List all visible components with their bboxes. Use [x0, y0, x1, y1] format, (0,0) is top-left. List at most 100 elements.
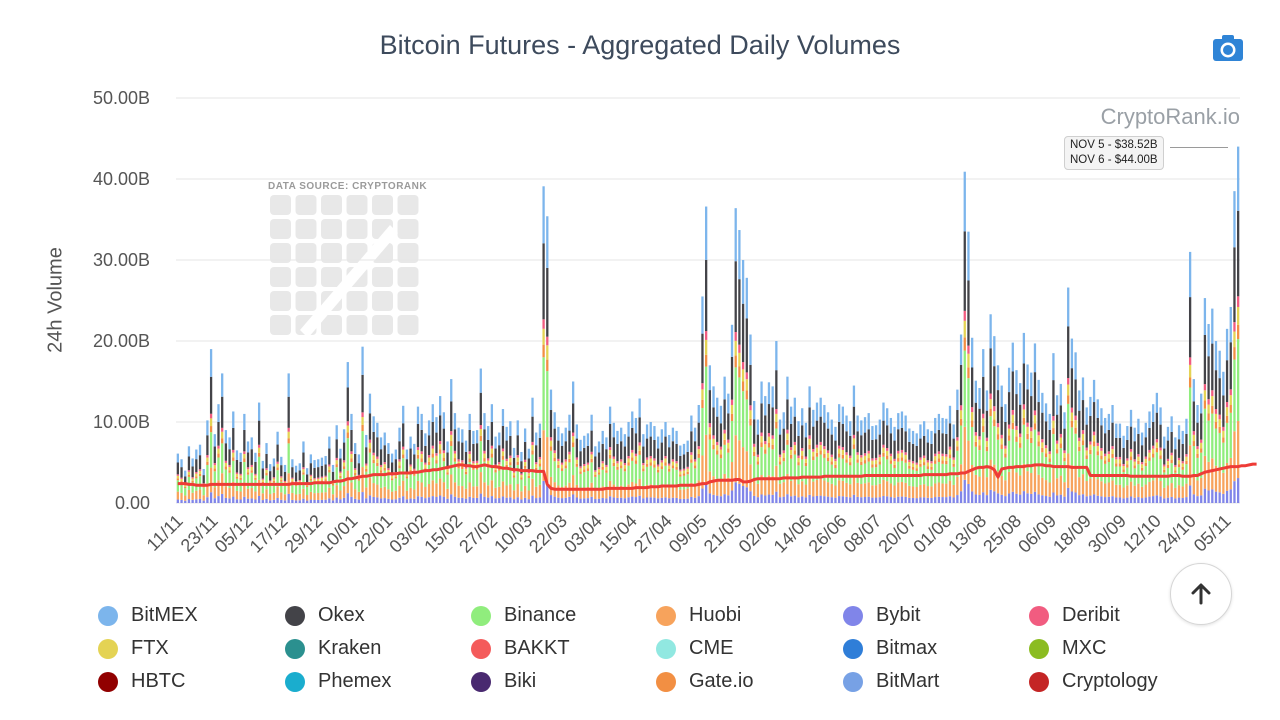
bar-segment-bitmex — [874, 425, 878, 440]
bar-segment-okex — [734, 261, 737, 332]
x-tick-label: 03/02 — [385, 511, 431, 557]
bar-segment-deribit — [313, 478, 316, 480]
bar-segment-huobi — [664, 484, 667, 498]
bar-segment-ftx — [198, 470, 202, 474]
bar-segment-huobi — [265, 489, 268, 499]
x-tick-label: 17/12 — [246, 511, 292, 557]
legend-item-cryptology[interactable]: Cryptology — [1029, 670, 1158, 693]
bar-segment-binance — [368, 452, 372, 478]
bar-segment-binance — [283, 485, 287, 495]
bar-segment-huobi — [730, 462, 734, 491]
bar-segment-huobi — [1022, 463, 1026, 492]
bar-segment-binance — [701, 407, 704, 456]
bar-segment-bybit — [568, 496, 571, 503]
bar-segment-gateio — [501, 456, 505, 460]
bar-segment-gateio — [904, 459, 907, 463]
bar-segment-gateio — [952, 463, 955, 467]
legend-item-bitmart[interactable]: BitMart — [843, 670, 939, 693]
camera-icon[interactable] — [1212, 34, 1244, 62]
bar-segment-deribit — [675, 461, 678, 464]
bar-segment-binance — [583, 472, 586, 488]
arrow-up-icon — [1191, 583, 1211, 605]
bar-segment-gateio — [978, 445, 981, 451]
legend-item-bybit[interactable]: Bybit — [843, 604, 920, 627]
legend-item-ftx[interactable]: FTX — [98, 637, 169, 660]
bar-segment-huobi — [753, 479, 756, 496]
bar-segment-bybit — [1166, 497, 1170, 503]
bar-segment-okex — [767, 404, 771, 433]
bar-segment-bybit — [989, 489, 992, 503]
legend-item-deribit[interactable]: Deribit — [1029, 604, 1120, 627]
logo-cell — [321, 267, 342, 287]
bar-segment-bitmex — [546, 216, 549, 268]
bar-segment-okex — [523, 441, 527, 460]
bar-segment-okex — [235, 459, 239, 473]
bar-segment-ftx — [427, 457, 431, 462]
bar-segment-binance — [328, 472, 331, 488]
legend-item-bakkt[interactable]: BAKKT — [471, 637, 570, 660]
bar-segment-binance — [560, 470, 564, 487]
legend-item-okex[interactable]: Okex — [285, 604, 365, 627]
bar-segment-binance — [549, 450, 553, 477]
bar-segment-okex — [1107, 429, 1110, 452]
legend-item-biki[interactable]: Biki — [471, 670, 536, 693]
legend-item-bitmax[interactable]: Bitmax — [843, 637, 937, 660]
legend-item-binance[interactable]: Binance — [471, 604, 576, 627]
legend-item-hbtc[interactable]: HBTC — [98, 670, 185, 693]
legend-item-huobi[interactable]: Huobi — [656, 604, 741, 627]
bar-segment-bitmex — [1000, 385, 1003, 407]
bar-segment-bybit — [1181, 497, 1184, 503]
bar-segment-bybit — [1007, 493, 1011, 503]
bar-segment-bitmex — [926, 429, 929, 443]
bar-segment-binance — [494, 472, 497, 488]
bar-segment-bybit — [1196, 496, 1199, 503]
bar-segment-deribit — [738, 344, 741, 353]
bar-segment-bitmex — [298, 463, 301, 471]
bar-segment-huobi — [1188, 445, 1192, 486]
bar-segment-bybit — [453, 496, 457, 503]
bar-segment-ftx — [826, 453, 830, 458]
bar-segment-ftx — [716, 445, 719, 451]
bar-segment-ftx — [1026, 426, 1029, 434]
scroll-top-button[interactable] — [1170, 563, 1232, 625]
bar-segment-bybit — [313, 499, 316, 503]
legend-item-kraken[interactable]: Kraken — [285, 637, 381, 660]
bar-segment-gateio — [900, 457, 904, 461]
bar-segment-bitmex — [439, 396, 442, 416]
bar-segment-gateio — [971, 420, 974, 427]
bar-segment-binance — [335, 467, 338, 486]
bar-segment-ftx — [789, 449, 793, 455]
bar-segment-gateio — [195, 476, 198, 479]
bar-segment-deribit — [383, 462, 386, 465]
legend-item-phemex[interactable]: Phemex — [285, 670, 391, 693]
bar-segment-deribit — [291, 477, 294, 479]
bar-segment-okex — [830, 434, 833, 455]
bar-segment-ftx — [1152, 448, 1155, 454]
legend-item-mxc[interactable]: MXC — [1029, 637, 1106, 660]
bar-segment-bitmex — [217, 404, 220, 422]
bar-segment-ftx — [741, 369, 745, 382]
legend-item-bitmex[interactable]: BitMEX — [98, 604, 198, 627]
bar-segment-deribit — [191, 477, 194, 479]
bar-segment-bybit — [228, 498, 231, 503]
bar-segment-bitmex — [690, 415, 693, 432]
bar-segment-gateio — [1192, 441, 1195, 446]
legend-item-cme[interactable]: CME — [656, 637, 733, 660]
bar-segment-okex — [198, 455, 202, 470]
bar-segment-bitmex — [498, 432, 501, 446]
bar-segment-deribit — [634, 453, 638, 457]
bar-segment-gateio — [1133, 465, 1136, 469]
bar-segment-ftx — [926, 462, 929, 467]
bar-segment-okex — [1126, 439, 1129, 459]
bar-segment-okex — [339, 458, 342, 472]
bar-segment-huobi — [660, 486, 663, 498]
bar-segment-okex — [701, 333, 704, 384]
bar-segment-gateio — [505, 464, 508, 468]
bar-segment-huobi — [801, 481, 804, 497]
legend-item-gateio[interactable]: Gate.io — [656, 670, 753, 693]
bar-segment-gateio — [1122, 469, 1125, 473]
bar-segment-ftx — [1044, 448, 1048, 454]
bar-segment-binance — [985, 451, 989, 478]
bar-segment-gateio — [1229, 404, 1232, 413]
bar-segment-gateio — [1111, 454, 1114, 458]
